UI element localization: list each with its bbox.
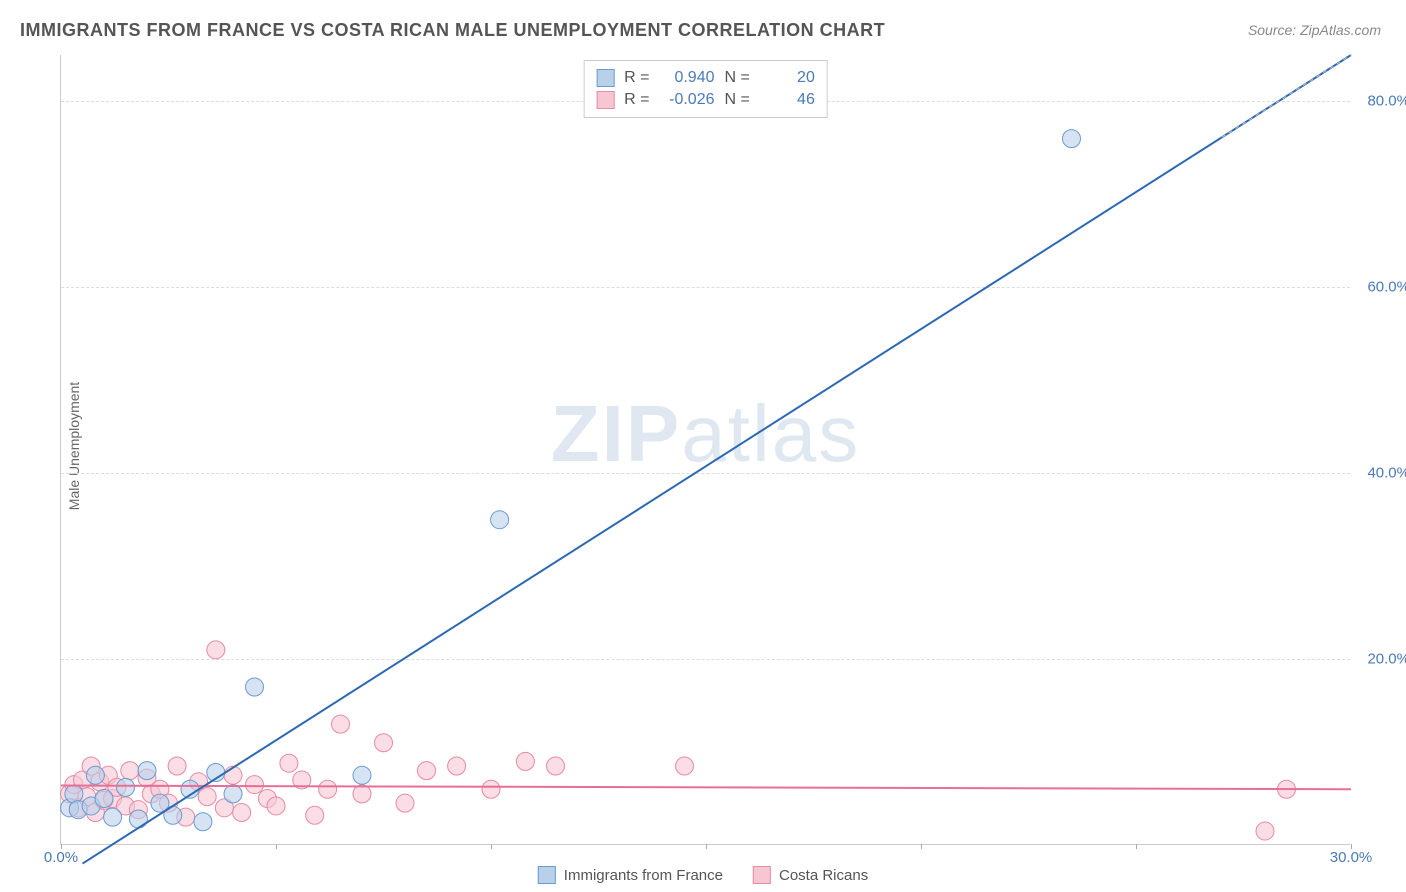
- data-point: [129, 810, 147, 828]
- r-value: -0.026: [660, 91, 715, 109]
- y-tick-label: 20.0%: [1355, 651, 1406, 668]
- plot-area: ZIPatlas R = 0.940 N = 20 R = -0.026 N =…: [60, 55, 1350, 845]
- data-point: [375, 734, 393, 752]
- data-point: [280, 754, 298, 772]
- n-value: 46: [760, 91, 815, 109]
- data-point: [396, 794, 414, 812]
- data-point: [121, 762, 139, 780]
- data-point: [482, 780, 500, 798]
- data-point: [168, 757, 186, 775]
- data-point: [207, 641, 225, 659]
- data-point: [233, 803, 251, 821]
- swatch-icon: [753, 866, 771, 884]
- bottom-legend: Immigrants from France Costa Ricans: [538, 866, 868, 884]
- data-point: [194, 813, 212, 831]
- r-label: R =: [624, 69, 649, 87]
- data-point: [1063, 130, 1081, 148]
- data-point: [516, 752, 534, 770]
- legend-item-1: Costa Ricans: [753, 866, 868, 884]
- stats-legend-box: R = 0.940 N = 20 R = -0.026 N = 46: [583, 60, 828, 118]
- legend-label: Immigrants from France: [564, 867, 723, 884]
- data-point: [224, 785, 242, 803]
- scatter-svg: [61, 55, 1350, 844]
- swatch-icon: [596, 91, 614, 109]
- data-point: [138, 762, 156, 780]
- swatch-icon: [596, 69, 614, 87]
- x-tick-label: 30.0%: [1330, 849, 1373, 866]
- chart-container: IMMIGRANTS FROM FRANCE VS COSTA RICAN MA…: [0, 0, 1406, 892]
- r-label: R =: [624, 91, 649, 109]
- data-point: [198, 788, 216, 806]
- data-point: [1256, 822, 1274, 840]
- data-point: [332, 715, 350, 733]
- data-point: [104, 808, 122, 826]
- data-point: [267, 797, 285, 815]
- chart-title: IMMIGRANTS FROM FRANCE VS COSTA RICAN MA…: [20, 20, 885, 41]
- data-point: [676, 757, 694, 775]
- x-tick-label: 0.0%: [44, 849, 78, 866]
- data-point: [319, 780, 337, 798]
- data-point: [224, 766, 242, 784]
- data-point: [117, 778, 135, 796]
- legend-label: Costa Ricans: [779, 867, 868, 884]
- trend-line: [83, 55, 1352, 864]
- n-label: N =: [725, 91, 750, 109]
- data-point: [86, 766, 104, 784]
- source-label: Source: ZipAtlas.com: [1248, 22, 1381, 38]
- data-point: [418, 762, 436, 780]
- data-point: [65, 785, 83, 803]
- stats-row-series-0: R = 0.940 N = 20: [596, 67, 815, 89]
- data-point: [353, 766, 371, 784]
- data-point: [95, 790, 113, 808]
- data-point: [547, 757, 565, 775]
- n-label: N =: [725, 69, 750, 87]
- data-point: [491, 511, 509, 529]
- stats-row-series-1: R = -0.026 N = 46: [596, 89, 815, 111]
- legend-item-0: Immigrants from France: [538, 866, 723, 884]
- data-point: [246, 776, 264, 794]
- r-value: 0.940: [660, 69, 715, 87]
- data-point: [306, 806, 324, 824]
- y-tick-label: 60.0%: [1355, 279, 1406, 296]
- data-point: [353, 785, 371, 803]
- y-tick-label: 40.0%: [1355, 465, 1406, 482]
- swatch-icon: [538, 866, 556, 884]
- data-point: [246, 678, 264, 696]
- n-value: 20: [760, 69, 815, 87]
- data-point: [448, 757, 466, 775]
- y-tick-label: 80.0%: [1355, 93, 1406, 110]
